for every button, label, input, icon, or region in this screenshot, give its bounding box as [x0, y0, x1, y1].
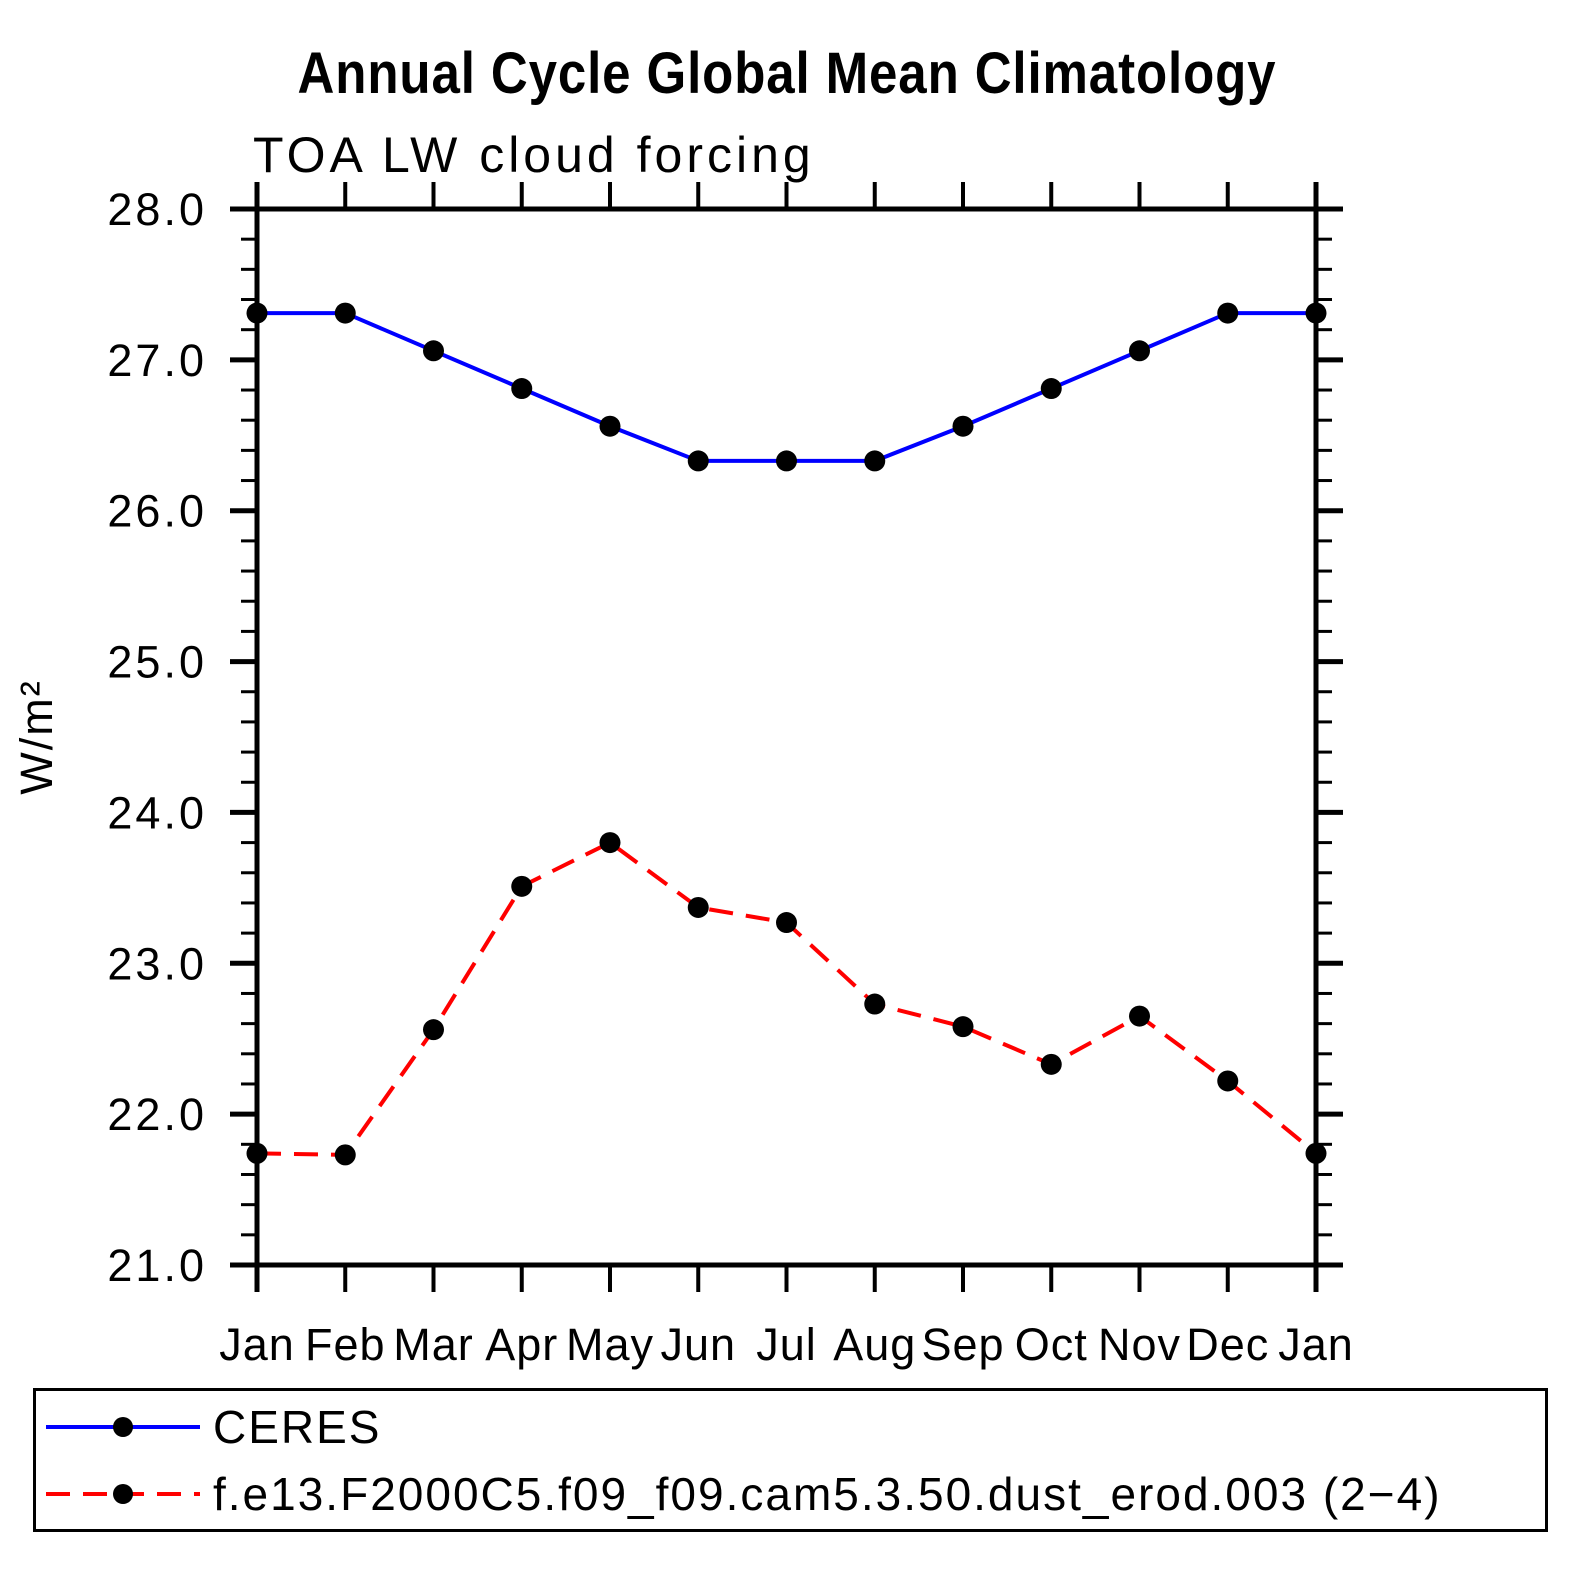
model-line-swatch: [46, 1483, 200, 1504]
legend-label-model: f.e13.F2000C5.f09_f09.cam5.3.50.dust_ero…: [213, 1467, 1442, 1520]
y-axis-tick-label-27.0: 27.0: [107, 335, 207, 386]
x-axis-label-jan-0: Jan: [219, 1319, 295, 1370]
y-axis-tick-label-26.0: 26.0: [107, 486, 207, 537]
x-axis-label-jan-12: Jan: [1278, 1319, 1354, 1370]
y-axis-tick-label-28.0: 28.0: [107, 184, 207, 235]
series-marker-model-1: [334, 1144, 356, 1166]
y-axis-tick-label-21.0: 21.0: [107, 1240, 207, 1291]
series-marker-model-2: [423, 1019, 444, 1041]
x-axis-label-apr-3: Apr: [485, 1319, 558, 1370]
series-marker-model-0: [246, 1142, 268, 1164]
y-axis-tick-label-25.0: 25.0: [107, 637, 207, 688]
series-marker-ceres-4: [599, 415, 621, 437]
ceres-line-swatch: [46, 1416, 200, 1437]
x-axis-label-feb-1: Feb: [305, 1319, 386, 1370]
series-marker-model-7: [864, 993, 886, 1015]
y-axis-tick-label-23.0: 23.0: [107, 938, 207, 989]
x-axis-label-jun-5: Jun: [660, 1319, 736, 1370]
legend-item-ceres: CERES: [44, 1396, 1545, 1458]
chart-subtitle: TOA LW cloud forcing: [253, 127, 815, 183]
series-marker-model-11: [1217, 1070, 1239, 1092]
legend-marker-circle: [113, 1483, 133, 1504]
series-marker-model-6: [776, 912, 797, 934]
x-axis-label-dec-11: Dec: [1186, 1319, 1269, 1370]
series-marker-ceres-12: [1305, 302, 1327, 324]
series-marker-model-4: [599, 832, 621, 854]
x-axis-label-oct-9: Oct: [1015, 1319, 1088, 1370]
series-marker-ceres-7: [864, 450, 886, 472]
legend-item-model: f.e13.F2000C5.f09_f09.cam5.3.50.dust_ero…: [44, 1463, 1545, 1525]
x-axis-label-mar-2: Mar: [393, 1319, 474, 1370]
series-marker-model-9: [1040, 1053, 1062, 1075]
legend: CERES f.e13.F2000C5.f09_f09.cam5.3.50.du…: [33, 1388, 1548, 1532]
x-axis-label-aug-7: Aug: [833, 1319, 916, 1370]
series-line-model: [256, 840, 1318, 1157]
x-axis-label-jul-6: Jul: [756, 1319, 817, 1370]
series-marker-model-10: [1129, 1005, 1150, 1027]
series-marker-ceres-2: [423, 340, 444, 362]
legend-label-ceres: CERES: [213, 1400, 382, 1453]
x-axis-label-sep-8: Sep: [921, 1319, 1004, 1370]
y-axis-title: W/m²: [11, 679, 62, 794]
series-marker-ceres-9: [1040, 378, 1062, 400]
legend-marker-circle: [113, 1416, 133, 1437]
series-marker-model-3: [511, 875, 533, 897]
series-marker-ceres-8: [952, 415, 974, 437]
series-marker-ceres-10: [1129, 340, 1150, 362]
x-axis-label-nov-10: Nov: [1098, 1319, 1181, 1370]
series-marker-ceres-3: [511, 378, 533, 400]
series-marker-model-12: [1305, 1142, 1327, 1164]
series-marker-ceres-6: [776, 450, 797, 472]
x-axis-label-may-4: May: [566, 1319, 654, 1370]
series-line-ceres: [257, 311, 1316, 463]
page-title: Annual Cycle Global Mean Climatology: [297, 41, 1277, 106]
series-marker-model-8: [952, 1016, 974, 1038]
series-marker-ceres-11: [1217, 302, 1239, 324]
chart-canvas: Jan Feb Mar Apr May Jun Jul Aug Sep Oct Nov Dec Jan2…: [11, 182, 1354, 1370]
series-marker-ceres-0: [246, 302, 268, 324]
series-marker-model-5: [687, 896, 709, 918]
series-marker-ceres-5: [687, 450, 709, 472]
y-axis-tick-label-22.0: 22.0: [107, 1089, 207, 1140]
y-axis-tick-label-24.0: 24.0: [107, 787, 207, 838]
series-marker-ceres-1: [334, 302, 356, 324]
